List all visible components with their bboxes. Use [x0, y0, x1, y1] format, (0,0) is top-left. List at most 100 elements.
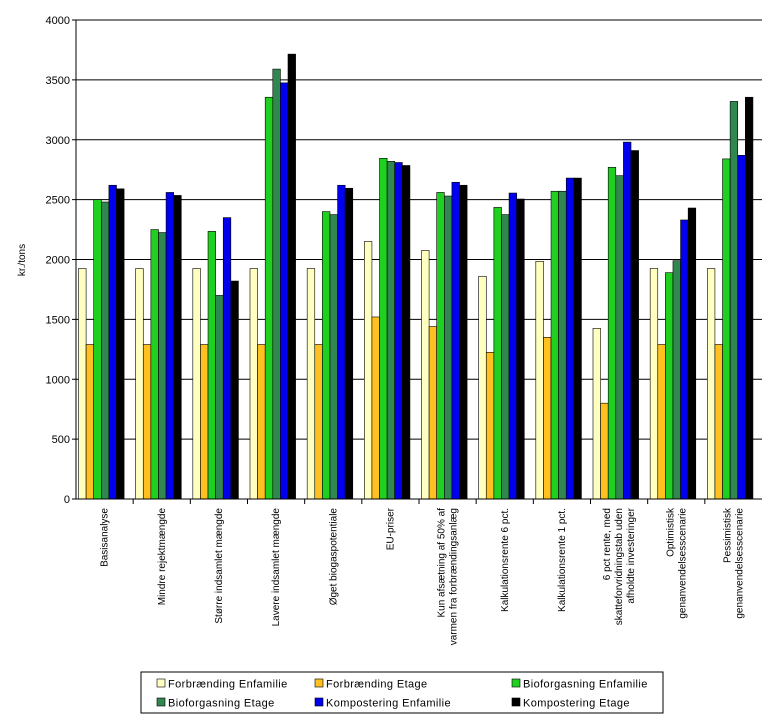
bar-2-10 — [600, 402, 609, 500]
legend-label-5: Kompostering Enfamilie — [326, 698, 451, 710]
bar-5-12 — [737, 155, 746, 500]
bar-2-11 — [657, 344, 666, 500]
bar-4-11 — [672, 260, 681, 500]
legend-swatch-1 — [156, 678, 166, 688]
bar-4-2 — [158, 232, 167, 500]
y-tick-label: 2500 — [46, 195, 70, 207]
y-tick-labels: 0 500 1000 1500 2000 2500 3000 3500 4000 — [46, 15, 70, 506]
bar-4-5 — [329, 214, 338, 500]
bar-2-5 — [314, 344, 323, 500]
bar-6-9 — [573, 177, 582, 500]
bars — [78, 53, 754, 500]
bar-3-4 — [264, 96, 274, 500]
bar-1-1 — [78, 268, 87, 500]
bar-3-12 — [722, 158, 731, 500]
bar-1-3 — [192, 268, 201, 500]
bar-2-12 — [714, 344, 723, 500]
legend-swatch-2 — [314, 678, 324, 688]
bar-5-10 — [623, 141, 632, 500]
bar-5-8 — [508, 192, 517, 500]
bar-3-9 — [550, 190, 559, 500]
gridlines — [76, 19, 762, 440]
bar-2-9 — [543, 337, 552, 500]
bar-4-1 — [101, 201, 110, 500]
bar-2-7 — [428, 326, 438, 500]
bar-5-7 — [451, 181, 460, 500]
bar-5-6 — [394, 162, 403, 500]
category-label: Basisanalyse — [100, 508, 111, 567]
bar-3-8 — [493, 207, 502, 500]
category-label: Kalkulationsrente 6 pct. — [500, 508, 511, 612]
bar-4-10 — [615, 175, 624, 500]
bar-5-5 — [337, 184, 346, 500]
bar-4-12 — [729, 101, 739, 500]
legend-swatch-4 — [156, 697, 166, 707]
category-label: 6 pct rente, med — [602, 508, 613, 580]
y-tick-label: 3500 — [46, 75, 70, 87]
legend: Forbrænding Enfamilie Forbrænding Etage Bi… — [140, 671, 664, 714]
bar-4-8 — [501, 214, 510, 500]
bar-1-6 — [364, 241, 373, 500]
legend-swatch-3 — [511, 678, 521, 688]
bar-6-10 — [630, 150, 639, 500]
bar-5-1 — [108, 184, 117, 500]
bar-2-6 — [371, 316, 380, 500]
bar-1-7 — [421, 250, 430, 500]
category-label: skatteforvridningstab uden — [614, 508, 625, 625]
category-label: Mindre rejektmængde — [157, 508, 168, 606]
bar-4-7 — [443, 195, 453, 500]
category-label: genanvendelsesscenarie — [734, 508, 745, 619]
bar-2-8 — [485, 352, 495, 500]
bar-2-2 — [142, 344, 152, 500]
bar-6-1 — [116, 188, 125, 500]
category-label: EU-priser — [385, 507, 396, 550]
bar-6-8 — [516, 198, 525, 500]
legend-swatch-6 — [511, 697, 521, 707]
category-labels: Basisanalyse Mindre rejektmængde Større in… — [100, 507, 746, 645]
bar-6-11 — [687, 207, 697, 500]
y-tick-label: 4000 — [46, 15, 70, 27]
bar-3-7 — [436, 192, 445, 500]
category-label: afholdte investeringer — [626, 507, 637, 603]
y-tick-label: 500 — [52, 434, 70, 446]
category-label: Øget biogaspotentiale — [328, 508, 339, 606]
y-tick-label: 2000 — [46, 255, 70, 267]
category-label: Pessimistisk — [722, 507, 733, 563]
bar-2-3 — [200, 344, 209, 500]
bar-6-12 — [745, 96, 754, 500]
bar-1-4 — [249, 268, 258, 500]
y-tick-label: 3000 — [46, 135, 70, 147]
bar-1-10 — [592, 328, 601, 500]
bar-6-2 — [173, 195, 182, 500]
category-label: varmen fra forbrændingsanlæg — [449, 508, 460, 645]
legend-label-1: Forbrænding Enfamilie — [168, 679, 288, 691]
bar-6-3 — [230, 280, 239, 500]
y-tick-label: 1000 — [46, 374, 70, 386]
legend-label-3: Bioforgasning Enfamilie — [523, 679, 648, 691]
category-label: Kalkulationsrente 1 pct. — [557, 508, 568, 612]
bar-1-11 — [649, 268, 659, 500]
legend-label-4: Bioforgasning Etage — [168, 698, 275, 710]
bar-5-9 — [565, 177, 575, 500]
bar-3-3 — [207, 231, 216, 500]
y-tick-label: 0 — [64, 494, 70, 506]
bar-3-10 — [607, 166, 617, 500]
bar-3-6 — [379, 158, 388, 500]
bar-4-6 — [386, 161, 396, 500]
category-label: Kun afsætning af 50% af — [437, 508, 448, 618]
bar-1-8 — [478, 275, 487, 500]
axes — [72, 19, 762, 504]
bar-3-11 — [665, 272, 674, 500]
bar-1-9 — [535, 260, 544, 500]
legend-box — [140, 671, 664, 714]
bar-5-2 — [165, 192, 174, 500]
bar-1-5 — [306, 268, 316, 500]
category-label: Lavere indsamlet mængde — [271, 508, 282, 627]
bar-4-3 — [215, 295, 224, 500]
legend-swatch-5 — [314, 697, 324, 707]
category-label: Optimistisk — [665, 507, 676, 557]
legend-label-6: Kompostering Etage — [523, 698, 630, 710]
bar-5-11 — [680, 219, 689, 500]
bar-6-4 — [287, 53, 296, 500]
